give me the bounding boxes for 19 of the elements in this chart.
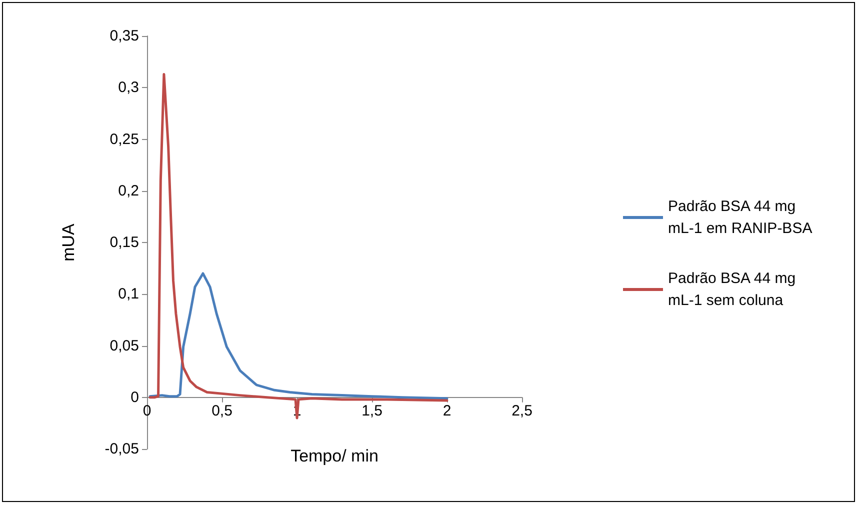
legend-label: Padrão BSA 44 mg mL-1 em RANIP-BSA (668, 198, 812, 237)
y-tick-label: 0,3 (118, 79, 139, 96)
y-tick-label: 0 (130, 388, 139, 406)
x-axis-title: Tempo/ min (290, 446, 378, 466)
y-tick-label: 0,2 (118, 182, 139, 200)
legend-label: Padrão BSA 44 mg mL-1 sem coluna (668, 270, 800, 309)
x-tick-label: 1,5 (362, 402, 382, 420)
y-tick-label: 0,15 (110, 234, 139, 251)
y-tick-label: -0,05 (104, 440, 139, 458)
y-tick-label: 0,05 (110, 337, 139, 354)
line-series (148, 272, 448, 400)
x-tick-label: 2,5 (512, 402, 532, 420)
x-tick-label: 0 (142, 402, 152, 420)
y-tick-label: 0,25 (110, 130, 139, 148)
y-tick-label: 0,1 (118, 286, 139, 303)
x-tick-label: 0,5 (212, 402, 232, 420)
y-axis-title: mUA (59, 222, 78, 262)
y-tick-label: 0,35 (110, 28, 139, 44)
x-tick-label: 2 (442, 402, 452, 420)
